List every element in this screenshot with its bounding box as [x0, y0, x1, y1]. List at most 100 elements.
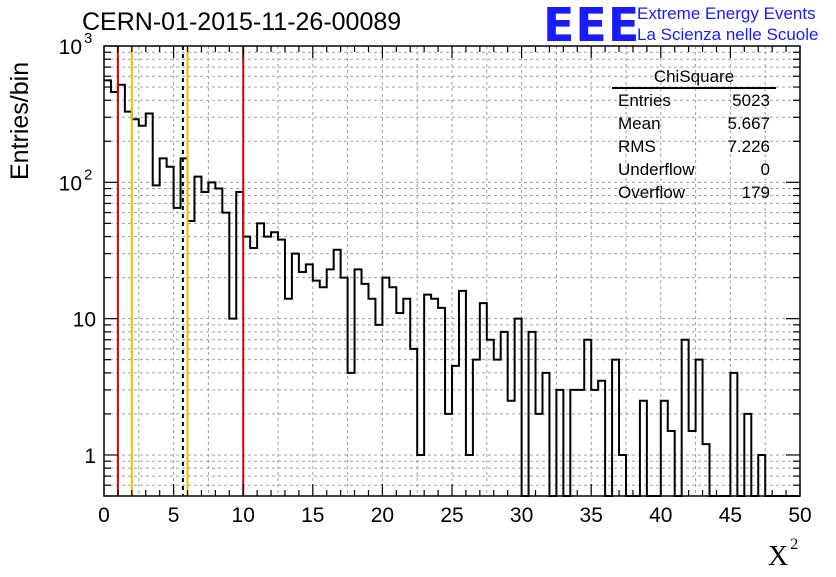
stats-row-entries: Entries 5023	[612, 89, 776, 112]
histogram-bin	[445, 414, 452, 496]
histogram-bin	[584, 340, 591, 496]
histogram-bin	[459, 291, 466, 496]
histogram-bin	[355, 269, 362, 496]
histogram-bin	[438, 308, 445, 496]
histogram-bin	[744, 414, 751, 496]
histogram-bin	[598, 381, 605, 496]
x-axis-label-exponent: 2	[790, 536, 799, 553]
histogram-bin	[515, 319, 522, 496]
logo-line-1: Extreme Energy Events	[637, 4, 816, 23]
stats-row-overflow: Overflow 179	[612, 181, 776, 204]
x-tick-label: 20	[371, 504, 394, 527]
stats-value: 5.667	[727, 114, 770, 133]
histogram-bin	[306, 264, 313, 496]
histogram-bin	[529, 332, 536, 496]
histogram-bin	[389, 287, 396, 496]
histogram-bin	[696, 360, 703, 496]
eee-logo: EEE	[543, 0, 641, 52]
histogram-bin	[222, 213, 229, 496]
histogram-bin	[104, 80, 111, 496]
histogram-bin	[577, 390, 584, 496]
histogram-bin	[327, 269, 334, 496]
histogram-bin	[417, 455, 424, 496]
histogram-bin	[111, 92, 118, 496]
y-tick-exponent: 2	[84, 166, 92, 183]
histogram-bin	[313, 281, 320, 496]
histogram-bin	[160, 158, 167, 496]
histogram-bin	[508, 401, 515, 496]
y-axis-label-text: Entries/bin	[6, 61, 34, 180]
histogram-bin	[619, 455, 626, 496]
histogram-bin	[348, 373, 355, 496]
histogram-bin	[264, 237, 271, 496]
stats-value: 179	[741, 183, 770, 202]
histogram-bin	[194, 177, 201, 496]
histogram-bin	[201, 192, 208, 496]
histogram-bin	[473, 360, 480, 496]
histogram-bin	[215, 189, 222, 496]
histogram-bin	[208, 182, 215, 496]
histogram-bin	[466, 455, 473, 496]
histogram-bin	[431, 299, 438, 496]
stats-row-mean: Mean 5.667	[612, 112, 776, 135]
histogram-bin	[320, 287, 327, 496]
stats-label: Entries	[618, 91, 671, 110]
histogram-bin	[118, 85, 125, 496]
histogram-bin	[292, 254, 299, 496]
stats-label: Mean	[618, 114, 661, 133]
stats-value: 0	[760, 160, 770, 179]
histogram-bin	[640, 401, 647, 496]
histogram-bin	[689, 431, 696, 496]
histogram-series	[104, 79, 800, 497]
histogram-bin	[250, 248, 257, 496]
histogram-bin	[452, 366, 459, 496]
histogram-bin	[494, 360, 501, 496]
histogram-bin	[188, 221, 195, 496]
x-tick-label: 40	[649, 504, 672, 527]
stats-label: RMS	[618, 137, 656, 156]
histogram-bin	[167, 167, 174, 496]
y-axis-label: Entries/bin	[6, 62, 35, 180]
stats-label: Underflow	[618, 160, 695, 179]
histogram-bin	[257, 223, 264, 496]
histogram-bin	[556, 390, 563, 496]
histogram-bin	[139, 126, 146, 496]
histogram-bin	[125, 112, 132, 496]
stats-row-rms: RMS 7.226	[612, 135, 776, 158]
histogram-bin	[278, 240, 285, 496]
histogram-bin	[501, 332, 508, 496]
x-tick-label: 25	[440, 504, 463, 527]
histogram-bin	[682, 340, 689, 496]
histogram-bin	[341, 278, 348, 496]
x-tick-label: 30	[510, 504, 533, 527]
histogram-bin	[362, 284, 369, 496]
histogram-bin	[181, 158, 188, 496]
x-tick-label: 15	[301, 504, 324, 527]
x-tick-label: 45	[719, 504, 742, 527]
histogram-bin	[410, 349, 417, 496]
histogram-bin	[536, 414, 543, 496]
x-tick-label: 5	[168, 504, 180, 527]
histogram-bin	[703, 444, 710, 496]
histogram-bin	[271, 232, 278, 496]
x-axis-label-text: X	[768, 541, 789, 572]
y-tick-label: 10	[59, 172, 82, 195]
histogram-bin	[285, 299, 292, 496]
histogram-bin	[368, 299, 375, 496]
stats-row-underflow: Underflow 0	[612, 158, 776, 181]
histogram-bin	[153, 185, 160, 496]
stats-value: 7.226	[727, 137, 770, 156]
x-tick-label: 10	[232, 504, 255, 527]
histogram-bin	[591, 390, 598, 496]
histogram-bin	[229, 319, 236, 496]
y-tick-exponent: 3	[84, 30, 92, 47]
logo-line-2: La Scienza nelle Scuole	[637, 25, 819, 44]
x-tick-label: 50	[788, 504, 811, 527]
x-tick-label: 35	[580, 504, 603, 527]
histogram-bin	[375, 325, 382, 496]
histogram-bin	[487, 340, 494, 496]
stats-value: 5023	[732, 91, 770, 110]
